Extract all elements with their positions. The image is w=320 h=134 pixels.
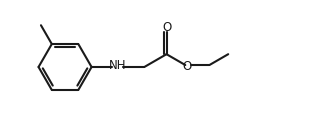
Text: O: O	[183, 60, 192, 73]
Text: NH: NH	[108, 59, 126, 72]
Text: O: O	[162, 21, 171, 34]
